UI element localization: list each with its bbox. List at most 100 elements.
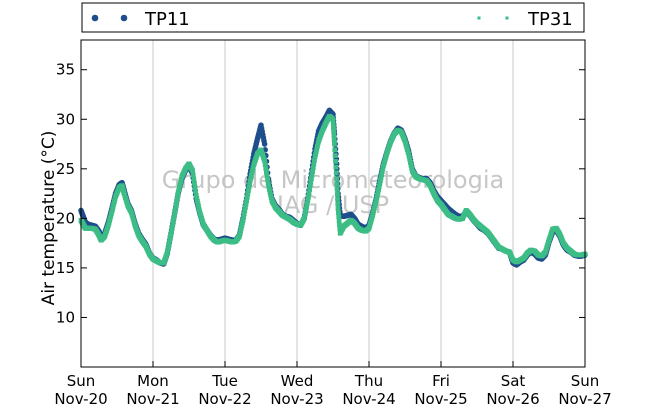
- x-tick-day-3: Wed: [281, 372, 314, 390]
- tp31-point-169: [172, 208, 178, 214]
- x-tick-day-6: Sat: [501, 372, 526, 390]
- tp31-point-437: [331, 137, 337, 143]
- tp31-point-160: [167, 237, 173, 243]
- x-tick-date-6: Nov-26: [486, 390, 539, 408]
- tp31-point-405: [314, 146, 320, 152]
- tp31-point-289: [244, 194, 250, 200]
- tp31-point-438: [332, 141, 337, 147]
- tp31-point-159: [166, 240, 172, 246]
- tp31-point-326: [267, 186, 272, 192]
- y-tick-label-5: 35: [56, 61, 75, 79]
- tp31-point-157: [165, 246, 171, 252]
- tp31-point-513: [372, 205, 377, 211]
- tp31-point-203: [193, 189, 198, 194]
- tp31-point-277: [237, 231, 243, 236]
- tp31-point-443: [333, 170, 339, 176]
- y-tick-label-2: 20: [56, 209, 75, 227]
- tp31-point-517: [374, 195, 380, 201]
- tp31-point-526: [379, 169, 385, 175]
- tp31-point-402: [312, 154, 318, 160]
- tp31-point-329: [268, 195, 274, 201]
- tp31-point-439: [332, 147, 338, 153]
- x-tick-day-0: Sun: [67, 372, 96, 390]
- tp31-point-299: [250, 165, 256, 170]
- tp31-point-291: [246, 188, 251, 194]
- axes-frame: [80, 39, 586, 368]
- tp31-point-525: [379, 172, 384, 178]
- tp31-point-177: [177, 182, 183, 188]
- x-tick-date-1: Nov-21: [126, 390, 179, 408]
- tp31-point-388: [304, 204, 309, 209]
- x-tick-date-0: Nov-20: [54, 390, 107, 408]
- tp31-point-512: [371, 208, 377, 213]
- legend-dot-tp11-0: [91, 14, 99, 22]
- tp31-point-511: [370, 210, 376, 216]
- tp31-point-449: [335, 201, 341, 206]
- tp31-point-327: [267, 189, 273, 195]
- tp31-point-516: [373, 198, 379, 203]
- tp31-point-286: [243, 204, 248, 210]
- tp31-point-166: [171, 218, 176, 224]
- tp31-point-174: [175, 190, 181, 195]
- tp31-point-281: [240, 220, 245, 226]
- tp31-point-280: [239, 223, 245, 229]
- tp31-point-61: [110, 206, 115, 212]
- tp31-point-199: [190, 172, 196, 178]
- legend-square-tp31-0: [477, 16, 481, 20]
- tp31-point-390: [305, 198, 311, 203]
- tp31-point-575: [409, 165, 414, 171]
- tp31-point-434: [331, 125, 336, 130]
- tp31-point-64: [111, 199, 117, 204]
- tp31-point-161: [168, 234, 173, 240]
- tp31-point-384: [301, 215, 307, 221]
- tp31-point-168: [172, 212, 177, 217]
- x-tick-date-4: Nov-24: [342, 390, 395, 408]
- tp31-point-442: [333, 164, 339, 170]
- legend-marker-tp31: [477, 16, 509, 20]
- tp31-point-399: [310, 165, 316, 171]
- tp31-point-209: [196, 207, 202, 213]
- tp31-point-170: [173, 204, 179, 210]
- tp31-point-156: [165, 249, 170, 255]
- tp31-point-404: [313, 149, 319, 155]
- tp31-point-276: [237, 233, 242, 239]
- tp31-point-207: [195, 201, 201, 207]
- legend-label-tp11: TP11: [144, 9, 190, 30]
- tp31-point-287: [243, 201, 249, 207]
- tp31-point-158: [166, 243, 171, 249]
- tp31-point-445: [334, 181, 340, 187]
- tp31-point-165: [170, 221, 176, 227]
- tp31-point-279: [238, 225, 244, 231]
- tp31-point-572: [407, 157, 413, 162]
- tp31-point-206: [195, 198, 200, 204]
- legend: TP11 TP31: [81, 2, 585, 33]
- y-tick-label-3: 25: [56, 160, 75, 178]
- tp31-point-164: [169, 225, 175, 231]
- x-tick-day-1: Mon: [137, 372, 169, 390]
- tp31-point-453: [336, 218, 342, 224]
- tp31-point-401: [312, 158, 317, 163]
- tp31-point-205: [194, 195, 200, 201]
- y-tick-label-1: 15: [56, 259, 75, 277]
- tp31-point-278: [238, 228, 243, 234]
- tp31-point-175: [176, 187, 182, 193]
- tp31-point-521: [376, 184, 382, 189]
- x-tick-date-2: Nov-22: [198, 390, 251, 408]
- tp31-point-290: [245, 191, 251, 197]
- tp31-point-173: [175, 193, 180, 199]
- tp31-point-406: [315, 143, 320, 149]
- tp31-point-432: [330, 116, 336, 122]
- tp31-point-519: [375, 189, 381, 195]
- tp31-point-171: [174, 201, 179, 206]
- tp31-point-385: [302, 212, 308, 218]
- watermark-line-1: Grupo de Micrometeorologia: [162, 166, 504, 194]
- tp31-point-389: [304, 201, 310, 206]
- x-tick-date-3: Nov-23: [270, 390, 323, 408]
- tp31-point-319: [262, 162, 268, 168]
- tp31-point-515: [373, 200, 378, 206]
- tp31-point-295: [248, 175, 254, 181]
- tp31-point-522: [377, 181, 383, 187]
- x-tick-date-7: Nov-27: [558, 390, 611, 408]
- tp31-point-176: [177, 184, 182, 190]
- series-tp31: [78, 113, 588, 266]
